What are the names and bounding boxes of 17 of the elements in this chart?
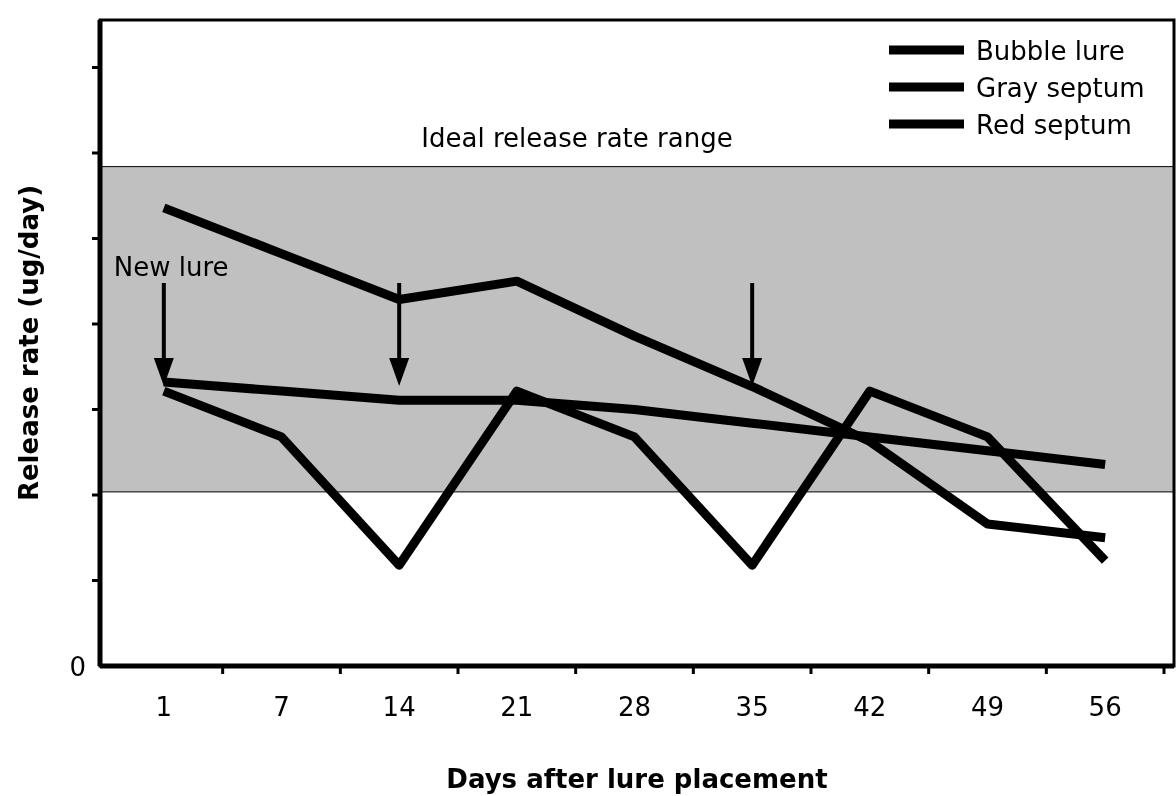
- y-axis-title: Release rate (ug/day): [14, 184, 44, 502]
- x-tick-label: 35: [735, 692, 769, 722]
- x-axis-title: Days after lure placement: [446, 764, 828, 794]
- x-tick-label: 1: [155, 692, 173, 722]
- x-tick-label: 28: [617, 692, 652, 722]
- x-tick-label: 49: [970, 692, 1005, 722]
- x-tick-label: 7: [273, 692, 290, 722]
- annotation: New lure: [113, 252, 229, 283]
- x-tick-label: 42: [853, 692, 887, 722]
- legend-label: Gray septum: [976, 73, 1145, 103]
- text: 0: [69, 652, 86, 682]
- legend-label: Red septum: [976, 110, 1132, 140]
- band-label: Ideal release rate range: [421, 122, 733, 153]
- x-tick-label: 14: [382, 692, 416, 722]
- x-tick-label: 56: [1088, 692, 1122, 722]
- x-tick-label: 21: [500, 692, 534, 722]
- legend-label: Bubble lure: [976, 36, 1125, 66]
